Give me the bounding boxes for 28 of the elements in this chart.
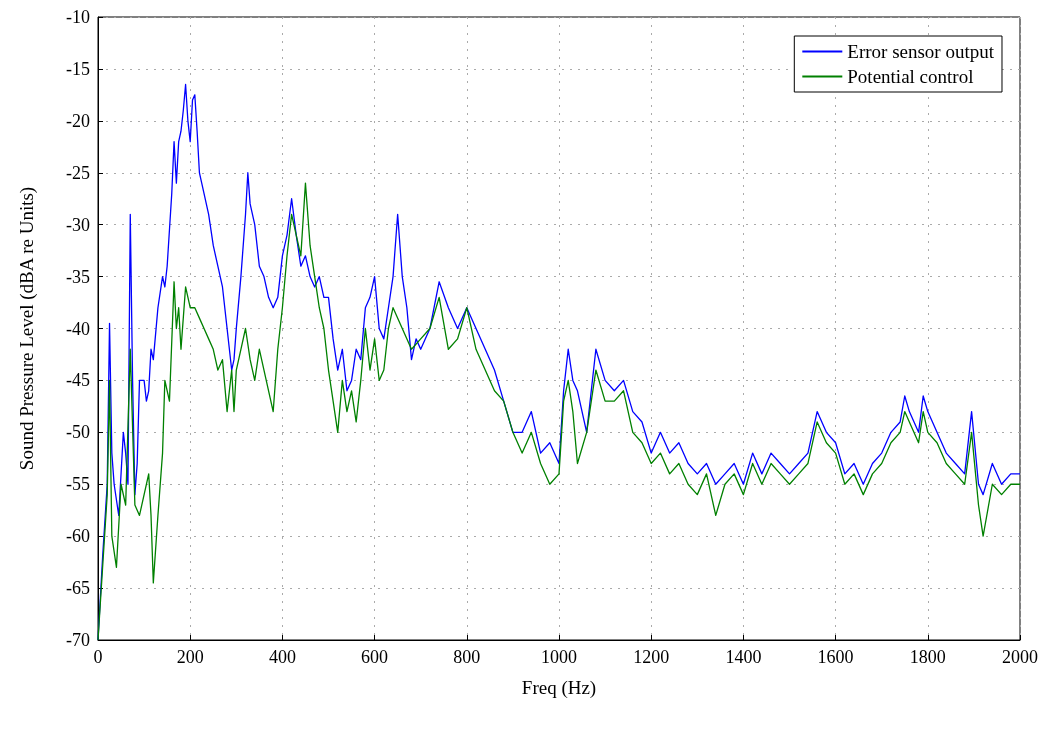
y-tick-label: -40 — [66, 318, 90, 339]
x-tick-label: 1600 — [817, 647, 854, 667]
x-tick-label: 2000 — [1002, 647, 1038, 667]
y-tick-label: -70 — [66, 630, 90, 650]
y-tick-label: -35 — [66, 266, 90, 287]
x-tick-label: 0 — [93, 647, 103, 667]
legend-label: Error sensor output — [847, 41, 995, 62]
y-tick-label: -45 — [66, 370, 90, 391]
x-tick-label: 400 — [268, 647, 296, 667]
y-tick-label: -15 — [66, 58, 90, 79]
x-tick-label: 1400 — [725, 647, 762, 667]
x-tick-label: 1800 — [909, 647, 946, 667]
y-tick-label: -55 — [66, 474, 90, 495]
legend-label: Potential control — [847, 66, 974, 87]
y-tick-label: -50 — [66, 422, 90, 443]
y-tick-label: -60 — [66, 526, 90, 547]
x-axis-title: Freq (Hz) — [521, 677, 597, 699]
y-axis-title: Sound Pressure Level (dBA re Units) — [16, 186, 38, 471]
x-tick-label: 1200 — [633, 647, 670, 667]
x-tick-label: 200 — [176, 647, 204, 667]
y-tick-label: -20 — [66, 110, 90, 131]
x-tick-label: 600 — [361, 647, 389, 667]
y-tick-label: -25 — [66, 162, 90, 183]
x-tick-label: 800 — [453, 647, 481, 667]
x-tick-label: 1000 — [541, 647, 577, 667]
y-tick-label: -65 — [66, 578, 90, 599]
y-tick-label: -10 — [66, 7, 90, 27]
y-tick-label: -30 — [66, 214, 90, 235]
